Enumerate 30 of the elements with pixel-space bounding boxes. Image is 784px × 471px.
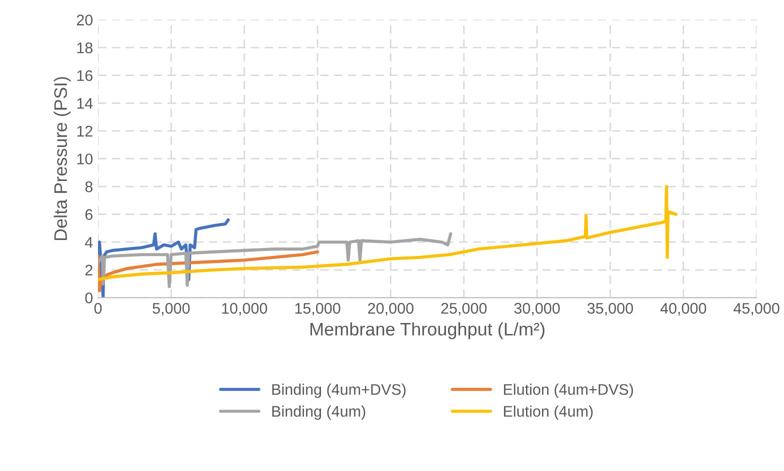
y-tick-label: 10: [77, 154, 93, 164]
y-tick-label: 2: [85, 264, 92, 276]
x-tick-label: 5,000: [152, 302, 190, 316]
line-series: [98, 250, 320, 292]
y-tick-label: 0: [85, 292, 93, 304]
legend-label: Elution (4um): [504, 406, 593, 420]
x-tick-label: 40,000: [660, 302, 706, 316]
x-tick-label: 25,000: [441, 302, 487, 316]
x-tick-label: 35,000: [587, 302, 633, 316]
x-tick-label: 30,000: [514, 302, 560, 316]
line-series: [98, 184, 678, 282]
y-tick-label: 16: [77, 70, 92, 82]
x-axis-title: Membrane Throughput (L/m²): [310, 322, 544, 340]
legend-label: Elution (4um+DVS): [504, 384, 633, 398]
legend-label: Binding (4um): [272, 406, 366, 420]
y-tick-label: 4: [84, 237, 93, 248]
line-series: [98, 232, 452, 288]
y-tick-label: 14: [77, 98, 93, 109]
x-tick-label: 15,000: [295, 302, 340, 316]
x-tick-label: 45,000: [734, 302, 780, 316]
y-tick-label: 20: [76, 14, 93, 26]
legend-label: Binding (4um+DVS): [272, 384, 406, 398]
x-tick-label: 10,000: [222, 302, 268, 316]
y-tick-label: 6: [85, 209, 92, 220]
y-tick-label: 8: [85, 181, 92, 192]
x-tick-label: 0: [94, 302, 102, 314]
y-axis-title: Delta Pressure (PSI): [54, 77, 71, 240]
x-tick-label: 20,000: [368, 302, 414, 316]
y-tick-label: 12: [77, 126, 92, 136]
y-tick-label: 18: [77, 42, 92, 54]
